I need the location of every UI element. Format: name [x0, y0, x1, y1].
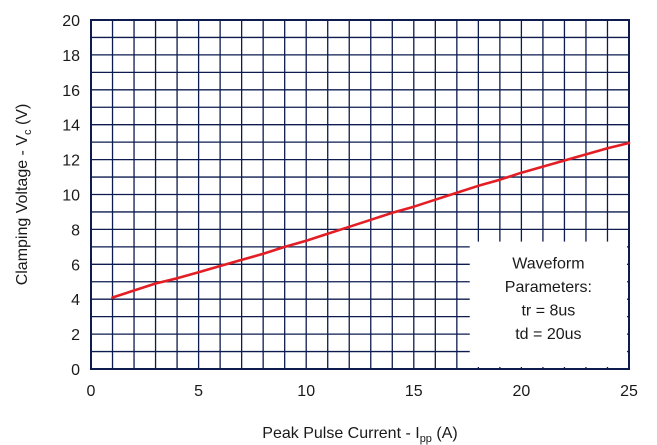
- annotation-line: tr = 8us: [521, 303, 575, 320]
- y-tick-label: 4: [71, 292, 80, 309]
- y-tick-label: 8: [71, 222, 80, 239]
- x-tick-label: 20: [513, 383, 531, 400]
- waveform-parameters-box: Waveform Parameters: tr = 8us td = 20us: [469, 241, 627, 367]
- y-axis-label: Clamping Voltage - Vc (V): [14, 104, 34, 286]
- plot-area-frame: [90, 19, 630, 370]
- x-tick-labels: 0 5 10 15 20 25: [87, 383, 638, 400]
- y-tick-label: 18: [62, 48, 80, 65]
- x-axis-label: Peak Pulse Current - Ipp (A): [262, 425, 457, 445]
- x-tick-label: 25: [620, 383, 638, 400]
- y-tick-label: 14: [62, 118, 80, 135]
- y-tick-label: 0: [71, 362, 80, 379]
- annotation-background: [469, 241, 627, 367]
- series-line: [111, 141, 631, 299]
- annotation-line: td = 20us: [515, 326, 581, 343]
- y-tick-label: 12: [62, 153, 80, 170]
- annotation-line: Parameters:: [505, 279, 592, 296]
- y-tick-label: 2: [71, 327, 80, 344]
- y-tick-label: 16: [62, 83, 80, 100]
- y-tick-label: 10: [62, 188, 80, 205]
- x-tick-label: 10: [297, 383, 315, 400]
- y-tick-label: 6: [71, 257, 80, 274]
- x-tick-label: 0: [87, 383, 96, 400]
- x-tick-label: 5: [194, 383, 203, 400]
- x-tick-label: 15: [405, 383, 423, 400]
- series-layer: [111, 141, 631, 299]
- annotation-line: Waveform: [512, 256, 584, 273]
- y-tick-labels: 0 2 4 6 8 10 12 14 16 18 20: [62, 13, 80, 379]
- y-tick-label: 20: [62, 13, 80, 30]
